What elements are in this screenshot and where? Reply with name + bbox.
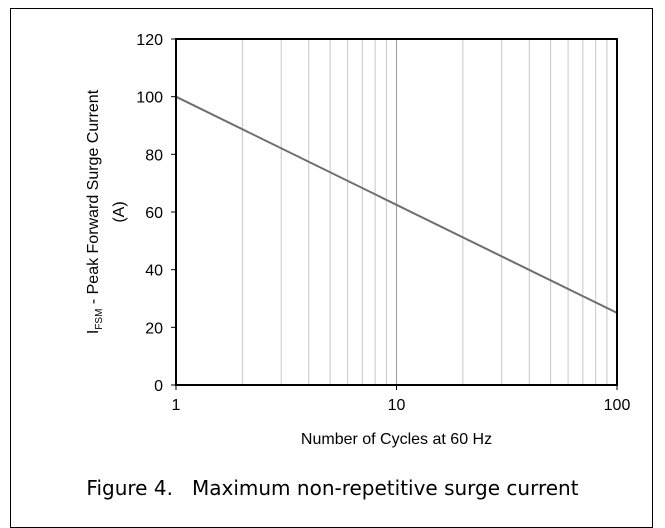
- y-tick-label: 0: [154, 378, 163, 395]
- y-tick-label: 120: [136, 32, 163, 49]
- y-axis-unit: (A): [111, 201, 128, 222]
- y-axis-label-symbol: I: [85, 330, 102, 334]
- y-tick-label: 60: [145, 205, 163, 222]
- figure-frame: [10, 8, 653, 528]
- y-axis-label-subscript: FSM: [94, 309, 105, 330]
- y-tick-label: 80: [145, 147, 163, 164]
- y-tick-label: 20: [145, 320, 163, 337]
- series-line: [175, 95, 618, 314]
- x-tick-label: 10: [388, 397, 406, 414]
- figure-caption: Figure 4. Maximum non-repetitive surge c…: [86, 476, 579, 500]
- x-axis-label: Number of Cycles at 60 Hz: [301, 431, 492, 448]
- surge-current-chart: 1 10 100 0 20 40 60 80 100 120 Number of Cycles a…: [85, 32, 631, 448]
- y-axis-label: IFSM - Peak Forward Surge Current: [85, 89, 105, 334]
- y-tick-label: 100: [136, 90, 163, 107]
- x-tick-label: 1: [172, 397, 181, 414]
- y-axis-label-text: - Peak Forward Surge Current: [85, 89, 102, 308]
- x-tick-label: 100: [604, 397, 631, 414]
- y-tick-label: 40: [145, 263, 163, 280]
